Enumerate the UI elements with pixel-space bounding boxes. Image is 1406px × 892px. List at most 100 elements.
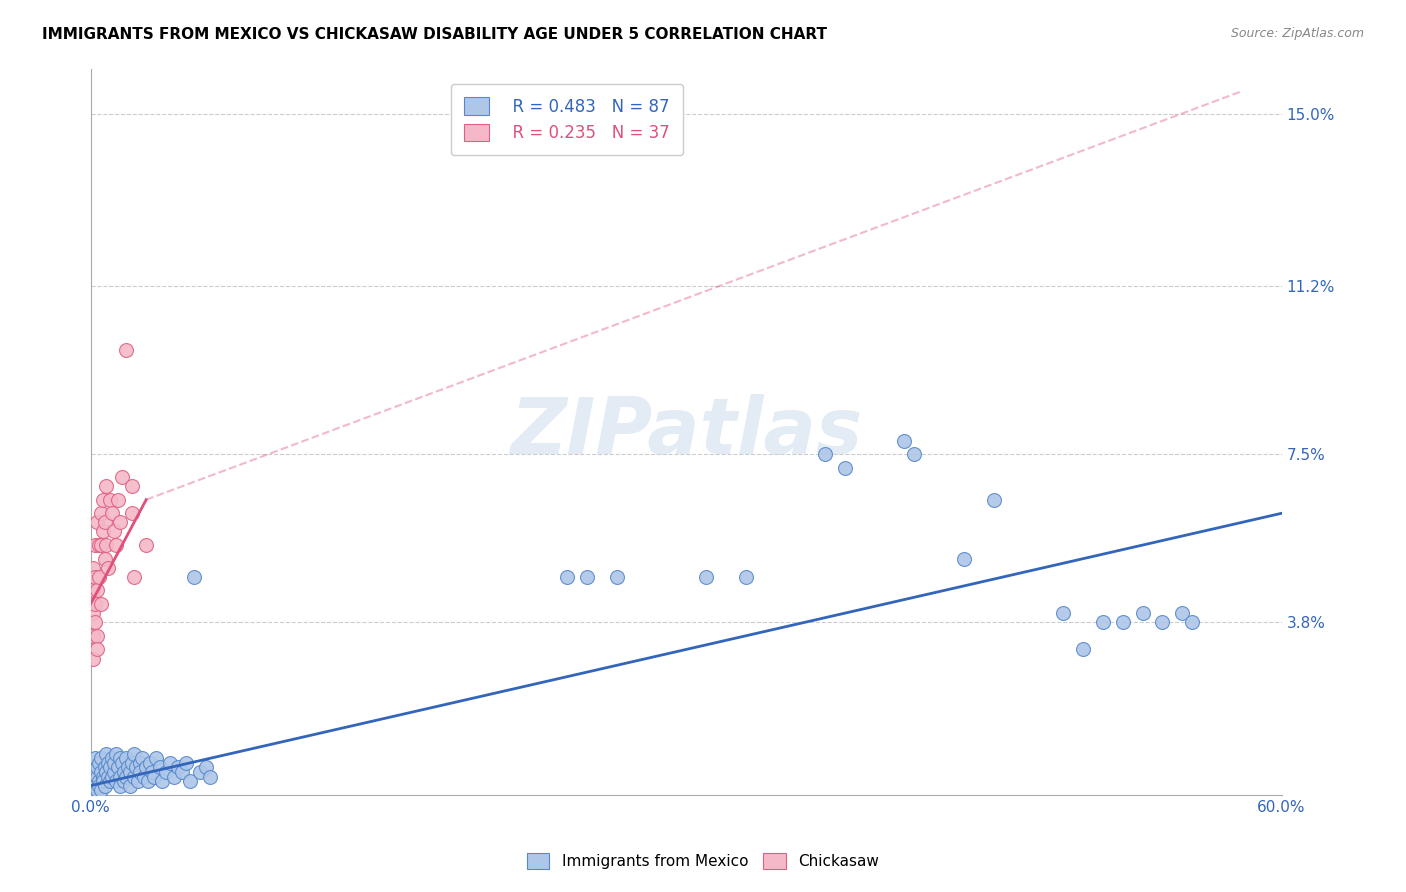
Point — [159, 756, 181, 770]
Point — [111, 470, 134, 484]
Point — [110, 516, 132, 530]
Point — [112, 774, 135, 789]
Legend:   R = 0.483   N = 87,   R = 0.235   N = 37: R = 0.483 N = 87, R = 0.235 N = 37 — [450, 84, 683, 155]
Point — [1091, 615, 1114, 630]
Point — [188, 764, 211, 779]
Point — [575, 570, 598, 584]
Text: ZIPatlas: ZIPatlas — [510, 393, 862, 469]
Point — [115, 343, 138, 357]
Point — [105, 538, 128, 552]
Point — [83, 779, 105, 793]
Point — [90, 783, 112, 797]
Point — [82, 779, 104, 793]
Point — [82, 583, 104, 598]
Point — [1171, 606, 1194, 620]
Point — [91, 770, 114, 784]
Point — [124, 747, 146, 761]
Point — [170, 764, 193, 779]
Point — [87, 570, 110, 584]
Point — [86, 642, 108, 657]
Point — [96, 764, 118, 779]
Point — [83, 597, 105, 611]
Point — [90, 751, 112, 765]
Point — [167, 760, 190, 774]
Point — [97, 770, 120, 784]
Point — [129, 764, 152, 779]
Point — [87, 538, 110, 552]
Point — [135, 538, 157, 552]
Point — [174, 756, 197, 770]
Point — [83, 538, 105, 552]
Point — [111, 756, 134, 770]
Point — [155, 764, 177, 779]
Point — [135, 760, 157, 774]
Point — [87, 779, 110, 793]
Point — [100, 774, 122, 789]
Point — [110, 770, 132, 784]
Point — [121, 479, 143, 493]
Point — [179, 774, 201, 789]
Point — [1181, 615, 1204, 630]
Point — [115, 751, 138, 765]
Point — [87, 756, 110, 770]
Point — [903, 447, 925, 461]
Point — [90, 764, 112, 779]
Point — [183, 570, 205, 584]
Point — [82, 629, 104, 643]
Point — [87, 774, 110, 789]
Point — [86, 583, 108, 598]
Point — [1132, 606, 1154, 620]
Point — [91, 774, 114, 789]
Point — [124, 570, 146, 584]
Point — [129, 756, 152, 770]
Point — [83, 783, 105, 797]
Point — [110, 779, 132, 793]
Point — [983, 492, 1005, 507]
Point — [86, 760, 108, 774]
Point — [121, 756, 143, 770]
Point — [107, 760, 129, 774]
Point — [96, 747, 118, 761]
Point — [150, 774, 173, 789]
Point — [606, 570, 628, 584]
Point — [121, 506, 143, 520]
Point — [82, 774, 104, 789]
Point — [86, 770, 108, 784]
Point — [93, 779, 115, 793]
Point — [120, 779, 142, 793]
Point — [90, 538, 112, 552]
Point — [93, 516, 115, 530]
Point — [83, 570, 105, 584]
Point — [107, 492, 129, 507]
Point — [141, 764, 163, 779]
Point — [86, 516, 108, 530]
Point — [143, 770, 166, 784]
Point — [110, 751, 132, 765]
Point — [105, 774, 128, 789]
Point — [127, 774, 149, 789]
Point — [814, 447, 837, 461]
Point — [120, 764, 142, 779]
Point — [83, 615, 105, 630]
Point — [82, 606, 104, 620]
Point — [1152, 615, 1174, 630]
Point — [1112, 615, 1135, 630]
Point — [96, 479, 118, 493]
Legend: Immigrants from Mexico, Chickasaw: Immigrants from Mexico, Chickasaw — [520, 847, 886, 875]
Point — [117, 760, 139, 774]
Point — [97, 756, 120, 770]
Point — [91, 524, 114, 539]
Point — [86, 783, 108, 797]
Point — [100, 492, 122, 507]
Point — [91, 492, 114, 507]
Point — [1071, 642, 1094, 657]
Point — [103, 524, 125, 539]
Point — [139, 756, 162, 770]
Point — [83, 751, 105, 765]
Point — [105, 747, 128, 761]
Text: IMMIGRANTS FROM MEXICO VS CHICKASAW DISABILITY AGE UNDER 5 CORRELATION CHART: IMMIGRANTS FROM MEXICO VS CHICKASAW DISA… — [42, 27, 827, 42]
Point — [103, 764, 125, 779]
Point — [131, 751, 153, 765]
Point — [145, 751, 167, 765]
Point — [115, 770, 138, 784]
